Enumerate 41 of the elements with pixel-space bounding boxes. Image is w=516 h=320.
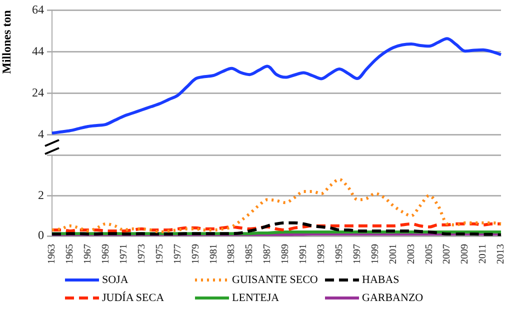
y-tick-label: 24 [32,85,44,100]
line-series [50,178,502,234]
x-tick-label: 1993 [316,244,328,264]
y-tick-label: 44 [32,44,44,58]
x-tick-label: 2003 [406,244,417,264]
x-tick-label: 1987 [262,244,274,264]
y-tick-label: 64 [32,2,44,16]
y-axis-title: Millones ton [0,10,14,74]
x-tick-label: 1969 [100,244,112,264]
line-series [50,37,502,135]
legend-label: GUISANTE SECO [232,273,318,287]
x-tick-label: 1967 [82,244,94,264]
x-tick-label: 2011 [478,244,489,264]
x-tick-label: 1995 [334,244,345,264]
x-tick-label: 1971 [118,244,130,264]
legend-label: SOJA [102,273,128,287]
legend-label: GARBANZO [362,291,424,305]
y-tick-label: 4 [38,126,44,141]
legend-label: LENTEJA [232,291,280,305]
y-tick-label: 0 [38,228,44,242]
x-tick-label: 2005 [424,244,435,264]
x-tick-label: 2009 [460,244,471,264]
x-tick-label: 1997 [352,244,363,264]
x-tick-label: 1977 [172,244,184,264]
legend-label: JUDÍA SECA [102,291,164,305]
legend-label: HABAS [362,273,400,287]
x-tick-label: 1975 [154,244,166,264]
x-tick-label: 1981 [208,244,220,264]
x-tick-label: 1989 [280,244,292,264]
x-tick-label: 1973 [136,244,148,264]
x-tick-label: 1983 [226,244,238,264]
y-tick-label: 2 [38,188,44,202]
x-tick-label: 2013 [496,244,507,264]
x-tick-label: 1965 [64,244,76,264]
x-tick-label: 1963 [46,244,58,264]
x-tick-label: 1979 [190,244,202,264]
x-tick-label: 2001 [388,244,399,264]
x-tick-label: 1999 [370,244,381,264]
x-tick-label: 2007 [442,244,453,264]
x-tick-label: 1985 [244,244,256,264]
x-tick-label: 1991 [298,244,310,264]
